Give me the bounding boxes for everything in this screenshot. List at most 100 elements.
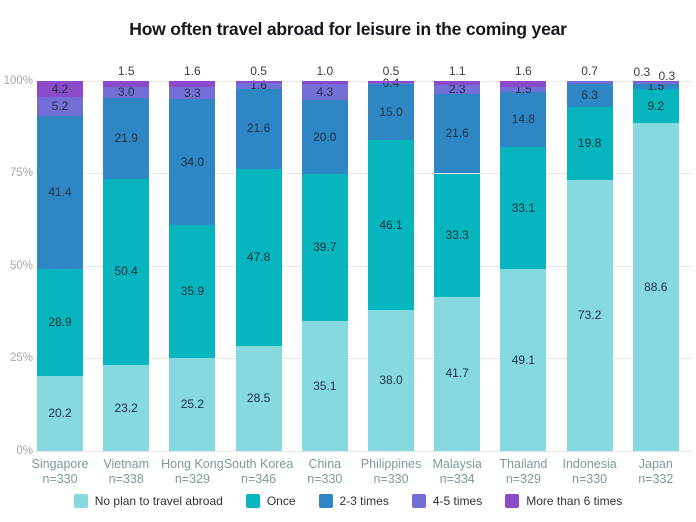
gridline — [34, 265, 692, 267]
y-axis-tick-label: 0% — [16, 444, 33, 457]
bar-value-label: 73.2 — [577, 308, 602, 323]
bar-segment — [434, 173, 481, 297]
sample-size-label: n=329 — [174, 472, 210, 486]
bar-value-label: 28.5 — [246, 390, 271, 405]
bar-value-label: 38.0 — [379, 373, 403, 388]
chart-title: How often travel abroad for leisure in t… — [129, 19, 567, 39]
bar-segment — [235, 88, 282, 169]
category-label: Thailand — [499, 457, 548, 471]
bar-segment — [301, 81, 348, 85]
bar-segment — [566, 81, 613, 84]
bar-segment — [37, 96, 83, 117]
bar-value-label: 21.9 — [114, 130, 138, 145]
bar-segment — [566, 180, 613, 451]
sample-size-label: n=332 — [638, 472, 674, 486]
bar-value-label: 20.0 — [313, 129, 337, 144]
legend-item: More than 6 times — [505, 494, 622, 508]
bar-value-label: 6.3 — [581, 87, 598, 102]
bar-segment — [169, 99, 216, 225]
bar-segment — [500, 146, 547, 270]
sample-size-label: n=338 — [108, 472, 144, 486]
gridline — [34, 450, 692, 452]
category-label: Indonesia — [562, 457, 617, 471]
bar-segment — [368, 81, 414, 83]
bar-segment — [301, 100, 348, 175]
bar-segment — [103, 178, 150, 366]
bar-value-label: 39.7 — [313, 240, 337, 255]
legend-label: Once — [266, 494, 296, 508]
bar-value-label: 47.8 — [246, 249, 271, 264]
bar-segment — [632, 89, 679, 124]
legend-swatch — [411, 494, 426, 508]
bar-value-label: 35.9 — [180, 283, 205, 298]
bar-segment — [37, 116, 83, 270]
bar-segment — [632, 81, 679, 83]
bar-segment — [103, 86, 150, 98]
bar-segment — [632, 83, 679, 90]
bar-value-label: 33.1 — [511, 200, 536, 215]
bar-value-label: 21.6 — [246, 121, 271, 136]
bar-segment — [169, 224, 216, 358]
bar-value-label: 35.1 — [313, 378, 337, 393]
legend-label: No plan to travel abroad — [94, 494, 223, 508]
bar-value-label: 14.8 — [511, 111, 536, 126]
bar-value-label: 41.4 — [48, 185, 72, 200]
bar-segment — [632, 123, 679, 451]
bar-segment — [500, 269, 547, 451]
bar-value-label: 4.2 — [51, 81, 69, 96]
bar-segment — [301, 84, 348, 101]
bar-value-label: 3.3 — [184, 85, 201, 100]
bar-segment — [301, 174, 348, 322]
legend-swatch — [73, 494, 88, 508]
bar-outside-label: 1.6 — [515, 64, 532, 78]
category-label: South Korea — [223, 457, 294, 471]
category-label: Japan — [638, 457, 673, 471]
legend-item: 2-3 times — [318, 494, 389, 508]
bar-segment — [434, 85, 481, 94]
gridline — [34, 80, 692, 82]
bar-segment — [434, 81, 481, 86]
bar-value-label: 5.2 — [51, 99, 69, 114]
category-label: Philippines — [360, 457, 422, 471]
bar-segment — [103, 365, 150, 451]
bar-value-label: 33.3 — [445, 227, 469, 242]
y-axis-tick-label: 25% — [9, 352, 33, 364]
bar-segment — [169, 86, 216, 100]
bar-outside-label: 0.3 — [658, 69, 676, 83]
sample-size-label: n=330 — [373, 472, 409, 486]
bar-segment — [566, 83, 613, 107]
legend-label: 2-3 times — [339, 494, 389, 508]
bar-value-label: 50.4 — [114, 264, 138, 279]
sample-size-label: n=330 — [42, 472, 78, 486]
legend-swatch — [505, 494, 520, 508]
bar-outside-label: 0.5 — [382, 64, 400, 78]
y-axis-tick-label: 50% — [9, 259, 33, 272]
legend-swatch — [245, 494, 260, 508]
bar-segment — [169, 357, 216, 451]
bar-value-label: 9.2 — [647, 98, 665, 113]
bar-outside-label: 0.3 — [633, 65, 651, 79]
gridline — [34, 358, 692, 359]
legend-item: No plan to travel abroad — [73, 494, 223, 508]
bar-value-label: 15.0 — [379, 104, 403, 119]
bar-value-label: 34.0 — [180, 154, 205, 169]
category-label: Hong Kong — [161, 457, 224, 471]
bar-value-label: 23.2 — [114, 400, 138, 415]
sample-size-label: n=330 — [307, 472, 343, 486]
legend-label: 4-5 times — [432, 494, 483, 508]
bar-outside-label: 1.6 — [184, 64, 201, 78]
sample-size-label: n=330 — [572, 472, 608, 486]
bar-segment — [500, 81, 547, 87]
bar-segment — [235, 81, 282, 83]
bar-value-label: 3.0 — [117, 84, 135, 99]
bar-segment — [301, 321, 348, 451]
bar-value-label: 88.6 — [644, 279, 668, 294]
bar-outside-label: 0.7 — [581, 64, 598, 78]
bar-segment — [37, 269, 83, 377]
bar-segment — [235, 168, 282, 346]
bar-segment — [434, 296, 481, 451]
bar-segment — [169, 81, 216, 87]
bar-segment — [434, 93, 481, 174]
bar-segment — [37, 81, 83, 97]
